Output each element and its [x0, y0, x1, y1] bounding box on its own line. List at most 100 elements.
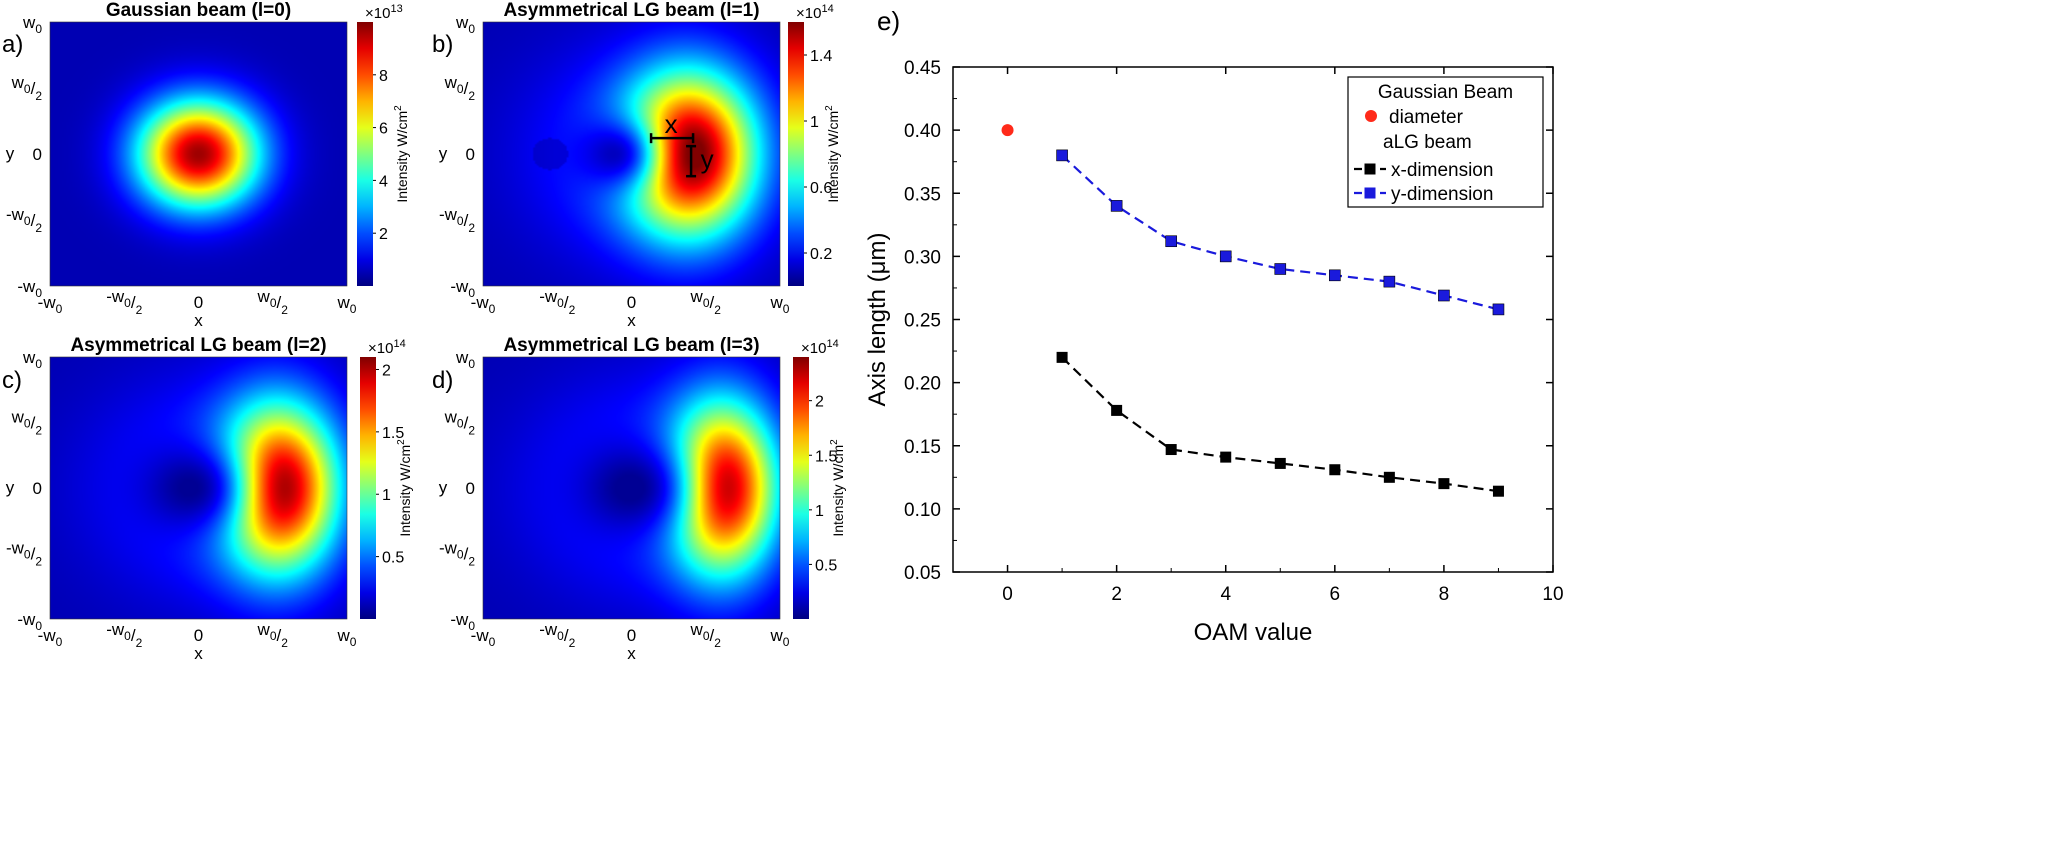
x-tick-label: -w0/2 — [106, 287, 142, 317]
x-tick-label: 0 — [1002, 584, 1013, 605]
exponent-power: 14 — [826, 338, 838, 350]
tick-main: w — [455, 348, 469, 367]
legend-heading: Gaussian Beam — [1378, 82, 1513, 103]
y-axis-label: Axis length (μm) — [864, 233, 891, 407]
oam-chart: e) 0 2 4 6 8 10 0.05 0.10 0.15 0.20 0.25 0.30 0.35 0.4… — [864, 6, 1564, 646]
colorbar-tick-label: 6 — [379, 121, 388, 138]
heatmap-panel-2: b)Asymmetrical LG beam (l=1)-w0-w0/2 0 w0/… — [432, 0, 841, 330]
tick-slash: / — [277, 626, 282, 645]
y-tick-label: 0.15 — [904, 437, 941, 458]
x-tick-label: -w0/2 — [539, 287, 575, 317]
tick-main: -w — [539, 620, 558, 639]
panel-title: Asymmetrical LG beam (l=3) — [503, 335, 759, 356]
y-tick-label: w0 — [22, 348, 42, 371]
x-tick-label: 2 — [1111, 584, 1122, 605]
heatmap-image — [483, 357, 780, 619]
x-tick-label: 10 — [1542, 584, 1563, 605]
y-tick-label: w0/2 — [444, 408, 476, 438]
tick-main: -w — [439, 539, 458, 558]
exponent-power: 13 — [390, 3, 402, 15]
x-tick-label: w0/2 — [690, 620, 722, 650]
x-tick-label: -w0 — [38, 626, 63, 649]
data-point — [1274, 263, 1287, 275]
heatmap-panel-3: c)Asymmetrical LG beam (l=2)-w0-w0/2 0 w0/… — [2, 335, 413, 663]
heatmap-frame — [49, 356, 348, 620]
tick-main: w — [11, 73, 25, 92]
x-tick-label: 0 — [627, 293, 636, 312]
data-point — [1220, 451, 1232, 463]
exponent-base: ×10 — [368, 340, 393, 357]
y-tick-label: 0.30 — [904, 247, 941, 268]
tick-main: w — [770, 293, 784, 312]
y-tick-label: 0.05 — [904, 563, 941, 584]
tick-slash: / — [464, 211, 469, 230]
colorbar-label-sup: 2 — [829, 439, 840, 445]
x-tick-label: w0/2 — [690, 287, 722, 317]
y-tick-label: 0.45 — [904, 58, 941, 79]
y-tick-label: w0/2 — [11, 73, 43, 103]
data-point — [1438, 289, 1450, 302]
tick-sub: 0 — [56, 635, 63, 649]
x-tick-label: -w0/2 — [106, 620, 142, 650]
y-tick-label: w0 — [22, 13, 42, 36]
panel-label: d) — [432, 367, 453, 394]
tick-slash: / — [131, 626, 136, 645]
y-tick-label: -w0/2 — [439, 539, 475, 569]
heatmap-panel-1: a)Gaussian beam (l=0)-w0-w0/2 0 w0/2 w0w0w0… — [2, 0, 410, 330]
data-point — [1329, 464, 1341, 476]
data-point — [1056, 351, 1068, 363]
tick-main: -w — [17, 610, 36, 629]
x-tick-label: 8 — [1439, 584, 1450, 605]
colorbar-tick-label: 2 — [815, 394, 824, 411]
tick-sub: 0 — [24, 82, 31, 96]
tick-main: -w — [106, 287, 125, 306]
colorbar — [357, 22, 373, 286]
data-point — [1111, 404, 1123, 416]
legend-marker — [1365, 110, 1377, 122]
tick-sub: 0 — [468, 22, 475, 36]
colorbar-label-text: Intensity W/cm — [394, 111, 410, 203]
x-tick-label: w0 — [337, 626, 357, 649]
colorbar-label-text: Intensity W/cm — [825, 111, 841, 203]
colorbar — [360, 357, 376, 619]
data-point — [1056, 149, 1068, 162]
tick-den: 2 — [468, 221, 475, 235]
tick-main: -w — [439, 205, 458, 224]
x-tick-label: 6 — [1330, 584, 1341, 605]
colorbar-tick-label: 2 — [379, 226, 388, 243]
exponent-base: ×10 — [801, 340, 826, 357]
heatmap-frame — [482, 21, 781, 287]
heatmap-image — [483, 22, 780, 286]
colorbar-label: Intensity W/cm2 — [829, 439, 846, 537]
colorbar-tick-label: 2 — [382, 362, 391, 379]
y-axis-label: y — [439, 144, 448, 163]
y-tick-label: w0/2 — [444, 73, 476, 103]
data-point — [1219, 250, 1232, 263]
panel-title: Asymmetrical LG beam (l=1) — [503, 0, 759, 21]
tick-sub: 0 — [557, 629, 564, 643]
tick-slash: / — [464, 545, 469, 564]
exponent-power: 14 — [821, 3, 833, 15]
tick-slash: / — [277, 293, 282, 312]
tick-sub: 0 — [35, 619, 42, 633]
panel-label: c) — [2, 367, 22, 394]
tick-sub: 0 — [56, 302, 63, 316]
series-x-dimension — [1056, 351, 1504, 497]
exponent-base: ×10 — [365, 5, 390, 22]
colorbar-tick-label: 0.5 — [382, 550, 404, 567]
y-axis-label: y — [439, 478, 448, 497]
heatmap-frame — [482, 356, 781, 620]
tick-main: w — [444, 408, 458, 427]
tick-slash: / — [131, 293, 136, 312]
tick-slash: / — [31, 211, 36, 230]
tick-sub: 0 — [489, 302, 496, 316]
colorbar-label: Intensity W/cm2 — [393, 105, 410, 203]
legend-label: y-dimension — [1391, 184, 1493, 205]
colorbar-tick-label: 1 — [815, 503, 824, 520]
tick-main: w — [444, 73, 458, 92]
tick-den: 2 — [281, 303, 288, 317]
x-tick-label: 0 — [627, 626, 636, 645]
data-point — [1001, 124, 1014, 137]
colorbar-tick-label: 1 — [810, 114, 819, 131]
